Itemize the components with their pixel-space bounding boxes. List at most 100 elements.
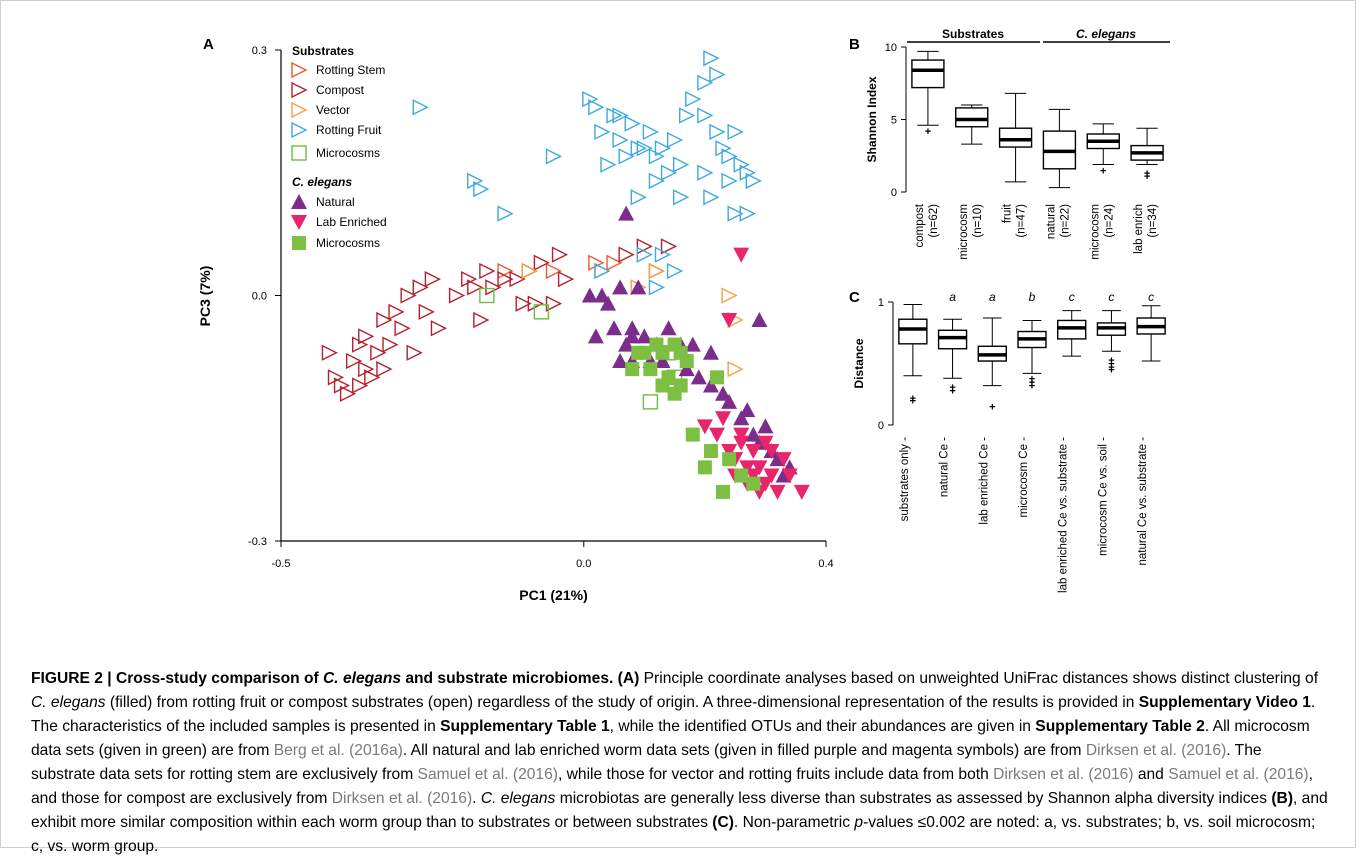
caption-label-c: (C) xyxy=(712,814,734,831)
box-outlier: + xyxy=(949,382,955,394)
caption-supp-video-link[interactable]: Supplementary Video 1 xyxy=(1138,694,1311,711)
caption-text: microbiotas are generally less diverse t… xyxy=(555,790,1272,807)
box-body xyxy=(937,329,968,350)
data-point xyxy=(400,287,417,304)
y-axis-label: Distance xyxy=(852,338,866,388)
data-point xyxy=(709,427,725,443)
data-point xyxy=(672,156,690,173)
significance-label: c xyxy=(1148,290,1154,304)
category-label: lab enriched Ce vs. substrate - xyxy=(1058,437,1070,593)
caption-text: . xyxy=(472,790,481,807)
data-point xyxy=(424,271,441,288)
data-point xyxy=(660,238,678,255)
ref-dirksen-link[interactable]: Dirksen et al. (2016) xyxy=(993,766,1134,783)
ref-samuel-link[interactable]: Samuel et al. (2016) xyxy=(417,766,558,783)
data-point xyxy=(733,410,750,426)
data-point xyxy=(751,312,768,328)
data-point xyxy=(703,189,720,206)
data-point xyxy=(781,468,798,484)
data-point xyxy=(648,148,666,165)
data-point xyxy=(636,246,653,263)
ref-dirksen-link[interactable]: Dirksen et al. (2016) xyxy=(1085,742,1227,759)
data-point xyxy=(757,418,774,434)
data-point xyxy=(327,369,345,386)
data-point xyxy=(648,262,666,280)
data-point xyxy=(763,468,780,484)
caption-supp-table1-link[interactable]: Supplementary Table 1 xyxy=(440,718,610,735)
data-point xyxy=(739,205,756,222)
data-point xyxy=(497,262,514,280)
caption-text: , while the identified OTUs and their ab… xyxy=(609,718,1036,735)
caption-text: . All microcosm data sets (given in gree… xyxy=(31,718,1310,759)
data-point xyxy=(666,131,684,149)
data-point xyxy=(757,435,774,451)
data-point xyxy=(727,205,744,222)
data-point xyxy=(358,328,375,345)
data-point xyxy=(739,164,756,181)
box-outlier: + xyxy=(1144,168,1150,180)
data-point xyxy=(710,370,724,385)
data-point xyxy=(551,246,569,263)
caption-label-b: (B) xyxy=(1271,790,1294,807)
data-point xyxy=(637,345,652,360)
data-point xyxy=(521,262,538,280)
data-point xyxy=(588,99,605,116)
caption-supp-table2-link[interactable]: Supplementary Table 2 xyxy=(1035,718,1205,735)
data-point xyxy=(721,172,738,190)
data-point xyxy=(715,411,732,427)
caption-species: C. elegans xyxy=(323,670,402,687)
x-axis-label: PC1 (21%) xyxy=(519,587,587,603)
legend-label: Microcosms xyxy=(316,146,380,160)
data-point xyxy=(545,262,563,280)
box-body xyxy=(1057,319,1087,340)
box-outlier: + xyxy=(1029,377,1035,389)
panel-b-boxplot: B 0 5 10 Shannon Index + compost (n=62) microco… xyxy=(849,27,1170,260)
data-point xyxy=(412,99,429,116)
data-point xyxy=(745,468,762,484)
data-point xyxy=(430,320,448,337)
data-point xyxy=(533,304,550,320)
data-point xyxy=(473,180,490,198)
data-point xyxy=(352,377,369,394)
x-tick-label: 0.0 xyxy=(576,558,591,570)
ref-dirksen-link[interactable]: Dirksen et al. (2016) xyxy=(331,790,473,807)
data-point xyxy=(600,295,616,311)
legend-label: Rotting Stem xyxy=(316,63,385,77)
legend-marker xyxy=(291,145,307,161)
y-tick-label: 1 xyxy=(878,297,884,309)
data-point xyxy=(612,279,629,295)
caption-text: (filled) from rotting fruit or compost s… xyxy=(105,694,1139,711)
data-point xyxy=(715,385,732,401)
box-body xyxy=(898,318,928,345)
data-point xyxy=(636,328,653,344)
data-point xyxy=(716,484,731,499)
data-point xyxy=(643,362,658,377)
data-point xyxy=(606,254,623,271)
data-point xyxy=(673,378,688,393)
data-point xyxy=(600,156,617,173)
y-axis-label: PC3 (7%) xyxy=(197,266,213,327)
caption-species: C. elegans xyxy=(480,790,556,807)
caption-text: , while those for vector and rotting fru… xyxy=(557,766,994,783)
data-point xyxy=(339,385,357,402)
data-point xyxy=(448,287,466,304)
data-point xyxy=(618,246,635,263)
box-outlier: + xyxy=(1108,365,1114,377)
data-point xyxy=(557,271,575,288)
data-point xyxy=(721,148,738,165)
category-label: (n=47) xyxy=(1016,204,1028,238)
y-tick-label: -0.3 xyxy=(248,536,267,548)
legend-heading-substrates: Substrates xyxy=(292,44,354,58)
ref-samuel-link[interactable]: Samuel et al. (2016) xyxy=(1168,766,1309,783)
box-outlier: + xyxy=(1029,381,1035,393)
data-point xyxy=(679,353,694,368)
data-point xyxy=(642,394,659,410)
data-point xyxy=(618,148,635,165)
category-label: fruit xyxy=(1002,203,1014,223)
y-tick-label: 0 xyxy=(891,187,897,199)
group-label-substrates: Substrates xyxy=(942,27,1004,41)
ref-berg-link[interactable]: Berg et al. (2016a) xyxy=(273,742,403,759)
